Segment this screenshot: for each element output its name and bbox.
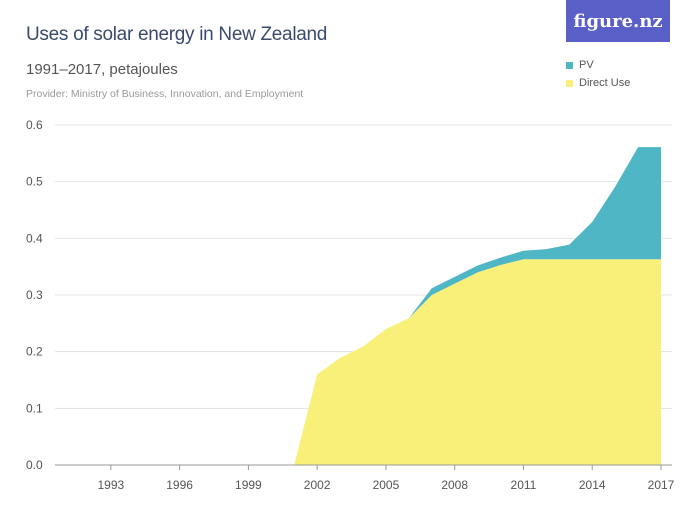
x-tick-label: 2014 [579,478,606,492]
legend-swatch-pv [566,61,573,69]
provider: Provider: Ministry of Business, Innovati… [26,88,304,100]
y-tick-label: 0.0 [26,458,43,472]
y-tick-label: 0.4 [26,231,43,245]
area-direct-use [65,259,661,465]
x-tick-label: 1996 [166,478,193,492]
y-tick-label: 0.6 [26,118,43,132]
legend-label: Direct Use [579,77,631,89]
y-tick-label: 0.5 [26,175,43,189]
y-tick-label: 0.3 [26,288,43,302]
x-tick-label: 2005 [373,478,400,492]
x-tick-label: 2011 [511,478,537,492]
x-tick-label: 2017 [648,478,675,492]
legend-label: PV [579,59,594,71]
x-tick-label: 1999 [235,478,262,492]
y-tick-label: 0.2 [26,345,43,359]
chart-subtitle: 1991–2017, petajoules [26,61,178,78]
legend-pv: PV [566,59,594,71]
x-tick-label: 2008 [441,478,468,492]
legend-direct-use: Direct Use [566,77,630,89]
figure-nz-logo[interactable]: figure.nz [566,0,670,42]
y-tick-label: 0.1 [26,401,43,415]
legend-swatch-direct [566,79,573,87]
chart-title: Uses of solar energy in New Zealand [26,24,328,45]
x-tick-label: 2002 [304,478,331,492]
x-tick-label: 1993 [97,478,124,492]
